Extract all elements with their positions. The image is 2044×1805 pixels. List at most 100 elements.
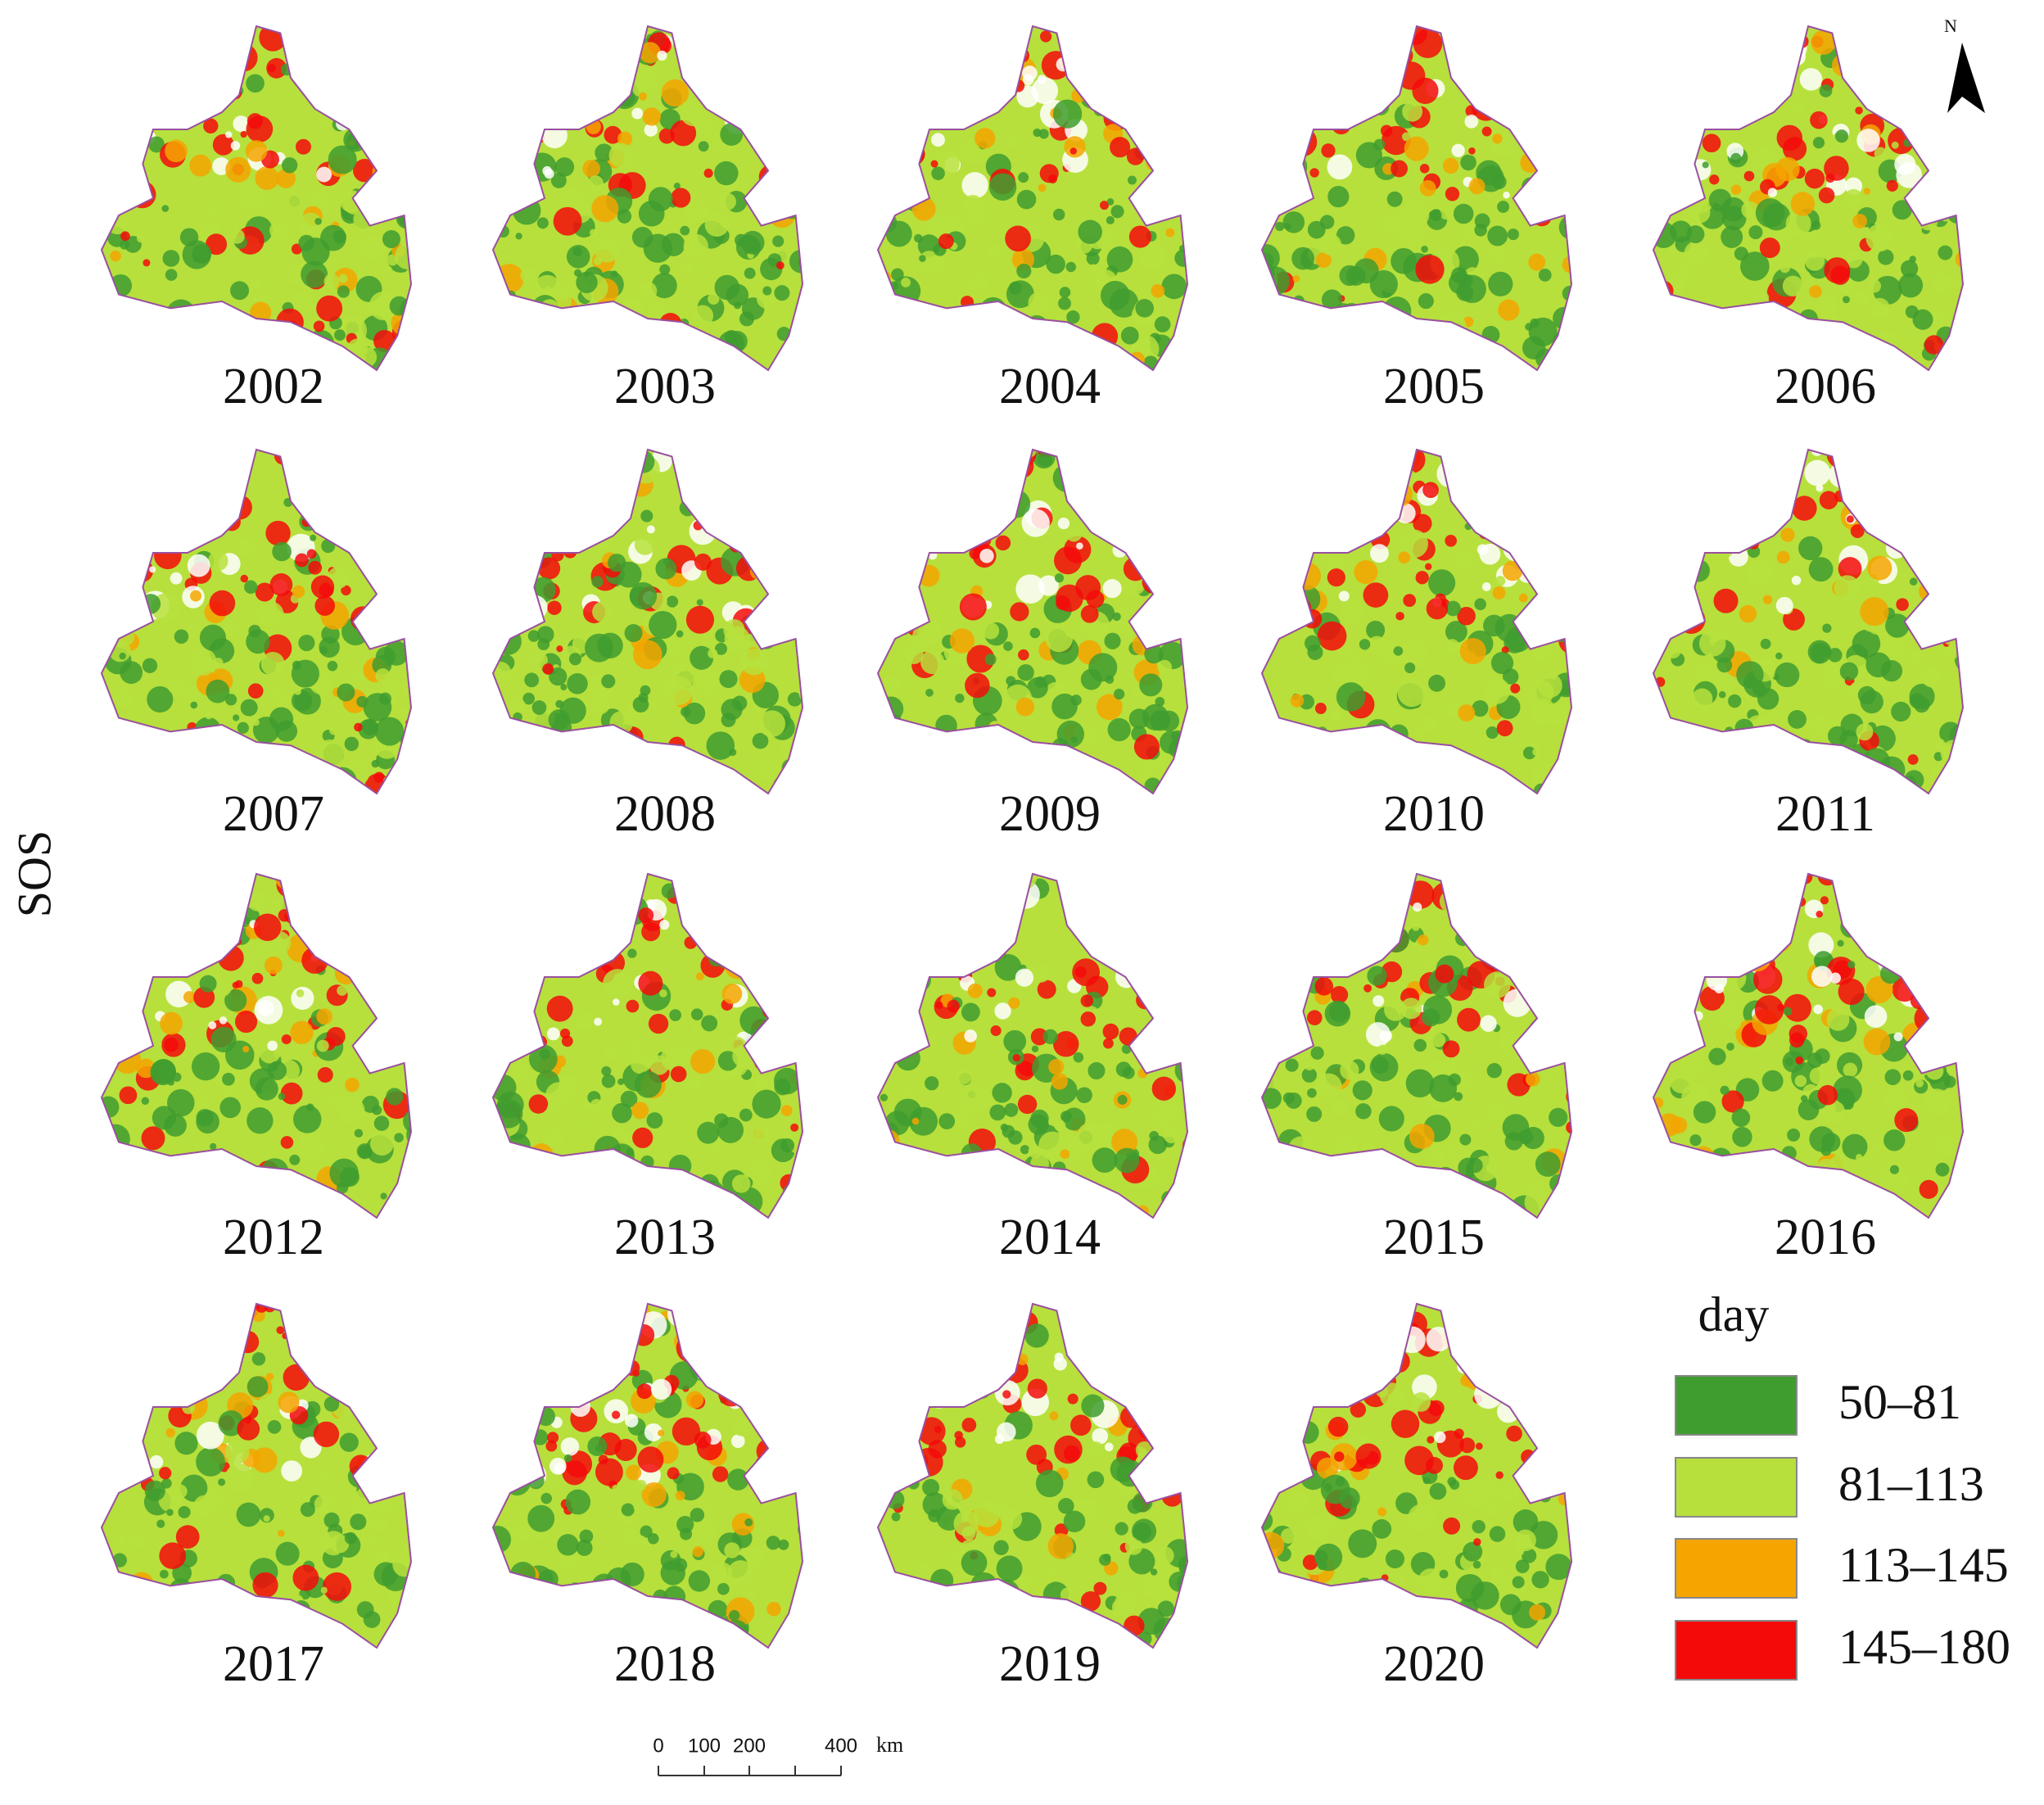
map-patch [1404, 136, 1429, 161]
map-patch [402, 1168, 411, 1196]
map-patch [764, 101, 785, 122]
map-patch [1205, 1344, 1223, 1362]
map-patch [1400, 998, 1422, 1020]
map-patch [493, 941, 510, 965]
map-patch [1932, 494, 1941, 503]
map-patch [698, 141, 709, 152]
map-patch [416, 269, 436, 290]
map-patch [1104, 632, 1121, 649]
map-patch [1115, 1592, 1137, 1614]
map-patch [1347, 450, 1362, 458]
map-patch [1314, 703, 1327, 714]
map-patch [1795, 1056, 1804, 1065]
map-patch [885, 220, 912, 247]
map-patch [1272, 450, 1295, 467]
map-patch [1051, 1073, 1069, 1090]
map-patch [730, 1434, 745, 1449]
map-patch [892, 458, 902, 468]
map-patch [1532, 644, 1550, 662]
map-patch [956, 474, 976, 494]
map-patch [878, 513, 894, 539]
map-patch [639, 42, 661, 64]
map-patch [1199, 1482, 1218, 1501]
map-patch [938, 500, 952, 514]
map-patch [1921, 667, 1942, 688]
map-outline [491, 872, 804, 1219]
map-patch [1164, 1408, 1173, 1418]
map-patch [267, 1040, 278, 1052]
map-patch [894, 473, 916, 494]
map-patch [1880, 26, 1906, 44]
map-patch [794, 1427, 803, 1438]
map-patch [990, 1025, 1002, 1037]
map-patch [734, 1634, 752, 1648]
map-patch [1367, 966, 1387, 986]
map-patch [935, 714, 957, 737]
map-patch [1017, 1094, 1038, 1115]
map-patch [1283, 785, 1294, 794]
map-patch [1858, 84, 1871, 97]
map-patch [1522, 1127, 1544, 1150]
map-patch [1262, 1162, 1290, 1191]
map-patch [952, 116, 960, 124]
map-patch [1273, 306, 1299, 332]
map-patch [601, 1065, 612, 1076]
map-patch [540, 299, 560, 319]
map-patch [1151, 283, 1165, 298]
map-patch [1481, 582, 1491, 591]
map-patch [1184, 1008, 1187, 1037]
map-patch [908, 1633, 937, 1648]
map-patch [539, 1189, 558, 1208]
map-patch [404, 900, 411, 928]
map-patch [1208, 80, 1219, 92]
map-patch [1562, 925, 1571, 942]
map-patch [306, 329, 335, 357]
map-patch [1554, 1200, 1571, 1218]
map-patch [224, 1440, 250, 1464]
map-patch [125, 60, 133, 67]
map-patch [1193, 888, 1223, 917]
map-patch [403, 1109, 411, 1133]
map-patch [989, 1104, 1006, 1121]
map-patch [133, 330, 157, 354]
map-patch [545, 1129, 563, 1148]
map-patch [1577, 1540, 1584, 1547]
map-patch [1105, 1637, 1115, 1647]
map-patch [493, 890, 519, 920]
map-patch [506, 1202, 531, 1218]
map-patch [369, 174, 396, 200]
map-patch [1201, 1596, 1212, 1608]
map-patch [1311, 342, 1330, 360]
map-patch [964, 874, 978, 882]
map-patch [242, 1045, 250, 1053]
map-patch [1506, 1425, 1522, 1442]
map-patch [369, 291, 398, 321]
map-patch [1762, 595, 1773, 604]
map-patch [1987, 916, 2008, 937]
map-patch [1960, 1097, 1963, 1107]
map-patch [1281, 66, 1294, 78]
map-patch [1356, 330, 1380, 354]
map-patch [694, 553, 712, 571]
map-patch [986, 907, 1003, 924]
map-patch [1015, 968, 1034, 987]
map-patch [496, 1169, 509, 1181]
map-patch [1804, 459, 1831, 486]
map-patch [931, 166, 945, 180]
map-patch [704, 212, 730, 238]
map-patch [940, 1345, 967, 1371]
map-patch [1169, 68, 1183, 83]
map-patch [891, 1512, 901, 1522]
map-patch [974, 75, 998, 99]
map-patch [1198, 147, 1220, 170]
map-patch [1861, 67, 1889, 97]
map-patch [1159, 450, 1169, 455]
map-patch [632, 1369, 640, 1377]
map-patch [942, 497, 966, 522]
map-patch [963, 1381, 980, 1398]
map-patch [1403, 594, 1417, 608]
map-patch [1091, 512, 1113, 534]
map-patch [748, 1160, 772, 1185]
map-patch [399, 1443, 411, 1469]
map-patch [1412, 77, 1439, 105]
